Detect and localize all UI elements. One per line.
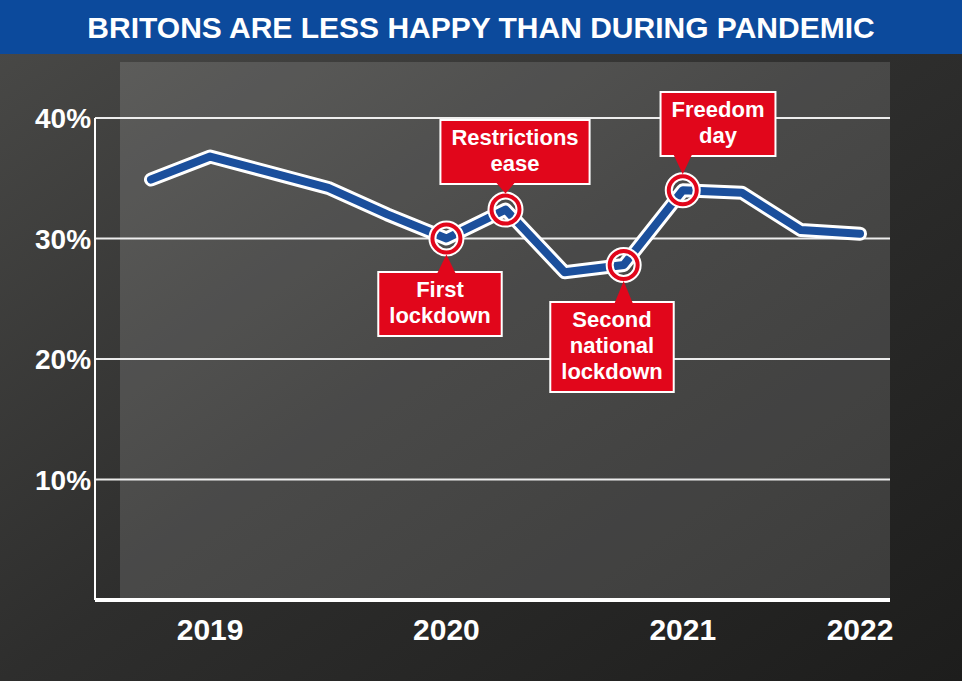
marker: [669, 176, 697, 204]
plot-background: [120, 62, 890, 600]
annotation-box: [550, 302, 673, 392]
annotation-line: Restrictions: [451, 125, 578, 150]
annotation-line: First: [416, 277, 464, 302]
annotation-box: [661, 92, 776, 156]
annotation-pointer: [674, 155, 692, 174]
x-axis-line: [95, 598, 890, 602]
annotation-text: Firstlockdown: [389, 277, 490, 328]
y-tick-label: 30%: [35, 224, 91, 255]
marker-outline: [492, 196, 520, 224]
annotation-text: Secondnationallockdown: [561, 307, 662, 384]
annotation-text: Freedomday: [672, 97, 765, 148]
annotation-box: [378, 272, 501, 336]
x-tick-label: 2020: [413, 613, 480, 646]
annotation-line: day: [699, 123, 738, 148]
marker: [610, 251, 638, 279]
title: BRITONS ARE LESS HAPPY THAN DURING PANDE…: [87, 11, 874, 44]
x-tick-label: 2021: [649, 613, 716, 646]
grid-line: [95, 479, 890, 481]
annotation-line: national: [570, 333, 654, 358]
annotation-text: Restrictionsease: [451, 125, 578, 176]
annotation-pointer: [437, 255, 455, 274]
marker-outline: [432, 225, 460, 253]
annotation-line: lockdown: [561, 359, 662, 384]
annotations: FirstlockdownRestrictionseaseSecondnatio…: [378, 92, 775, 392]
annotation-line: Freedom: [672, 97, 765, 122]
annotation-line: Second: [572, 307, 651, 332]
y-tick-label: 20%: [35, 344, 91, 375]
marker: [432, 225, 460, 253]
annotation-pointer: [615, 281, 633, 303]
annotation-pointer: [497, 183, 515, 194]
annotation-line: ease: [491, 151, 540, 176]
grid-line: [95, 238, 890, 240]
marker-outline: [669, 176, 697, 204]
annotation-box: [440, 120, 589, 184]
x-tick-label: 2022: [827, 613, 894, 646]
annotation-line: lockdown: [389, 303, 490, 328]
y-axis-line: [94, 118, 96, 600]
grid-line: [95, 358, 890, 360]
title-bar: [0, 0, 962, 54]
y-tick-label: 10%: [35, 465, 91, 496]
chart: BRITONS ARE LESS HAPPY THAN DURING PANDE…: [0, 0, 962, 681]
background: [0, 0, 962, 681]
marker-outline: [610, 251, 638, 279]
y-tick-label: 40%: [35, 103, 91, 134]
x-tick-label: 2019: [177, 613, 244, 646]
marker: [492, 196, 520, 224]
